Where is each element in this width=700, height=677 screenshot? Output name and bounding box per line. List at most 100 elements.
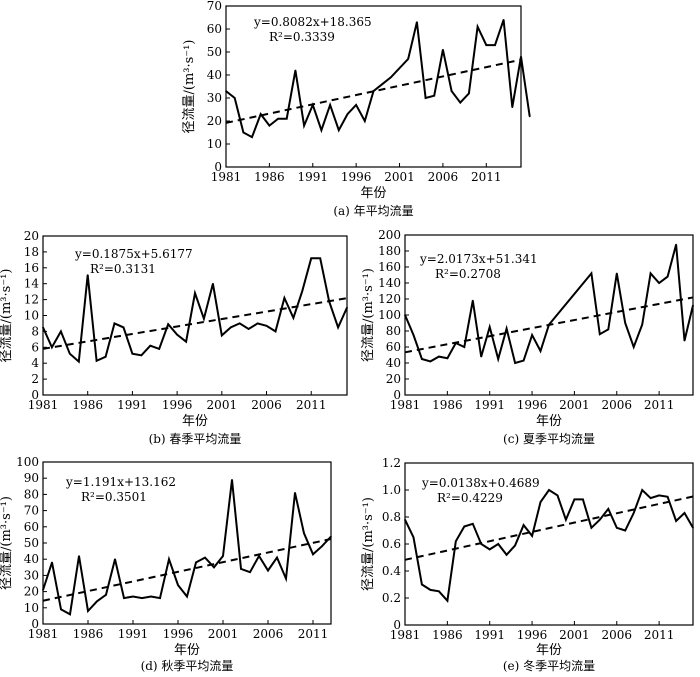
data-point — [424, 97, 427, 99]
data-point — [60, 330, 62, 333]
data-point — [132, 595, 134, 598]
y-tick-label: 16 — [24, 261, 39, 275]
data-point — [176, 333, 178, 336]
data-point — [69, 352, 71, 355]
data-point — [459, 101, 462, 104]
data-point — [258, 555, 260, 557]
data-point — [599, 333, 601, 336]
data-point — [346, 306, 348, 309]
data-point — [607, 328, 610, 331]
data-point — [666, 275, 669, 278]
data-point — [240, 568, 242, 570]
x-tick-label: 2011 — [644, 398, 675, 412]
data-point — [303, 532, 305, 535]
data-point — [505, 554, 508, 556]
data-point — [225, 90, 227, 92]
data-point — [488, 548, 491, 551]
data-point — [330, 535, 332, 538]
trend-line — [42, 538, 332, 602]
y-tick-label: 0 — [31, 388, 39, 402]
data-point — [438, 355, 440, 358]
data-point — [123, 597, 125, 599]
y-tick-label: 30 — [24, 568, 39, 582]
data-point — [86, 274, 89, 276]
data-point — [675, 243, 677, 246]
x-tick-label: 1991 — [474, 628, 505, 642]
data-point — [494, 44, 496, 46]
data-point — [624, 322, 626, 324]
y-tick-label: 10 — [24, 309, 39, 323]
data-point — [96, 600, 98, 603]
data-point — [548, 489, 550, 491]
data-point — [222, 555, 224, 557]
data-point — [468, 92, 470, 95]
data-point — [624, 529, 626, 532]
data-point — [267, 569, 269, 572]
data-point — [505, 327, 508, 330]
data-point — [616, 527, 618, 529]
data-point — [514, 544, 516, 547]
data-point — [381, 83, 384, 85]
data-point — [303, 124, 305, 127]
x-tick-label: 2011 — [471, 170, 502, 184]
x-tick-label: 2011 — [644, 628, 675, 642]
data-point — [429, 360, 432, 363]
data-point — [319, 257, 322, 260]
data-point — [105, 594, 107, 596]
data-point — [233, 97, 236, 99]
data-point — [177, 584, 179, 586]
data-point — [301, 290, 304, 292]
trend-line — [404, 296, 694, 354]
y-tick-label: 2 — [31, 372, 39, 386]
y-tick-label: 180 — [378, 244, 401, 258]
data-point — [69, 613, 71, 616]
x-axis-label: 年份 — [536, 643, 562, 658]
data-point — [502, 19, 505, 21]
data-point — [599, 518, 601, 521]
data-point — [78, 360, 80, 363]
data-point — [590, 272, 593, 275]
data-point — [194, 292, 196, 295]
regression-equation: y=0.8082x+18.365 — [253, 15, 372, 29]
data-point — [195, 561, 197, 564]
data-point — [87, 610, 89, 612]
data-point — [203, 317, 205, 320]
y-axis-label: 径流量/(m³·s⁻¹) — [0, 496, 14, 590]
data-point — [429, 589, 432, 591]
data-point — [268, 124, 271, 127]
data-point — [416, 21, 418, 23]
data-point — [256, 322, 259, 325]
data-point — [450, 90, 453, 92]
data-point — [277, 117, 279, 120]
y-tick-label: 90 — [24, 471, 39, 485]
data-point — [455, 540, 457, 543]
data-point — [122, 326, 125, 329]
y-axis-label: 径流量/(m³·s⁻¹) — [361, 497, 376, 591]
y-tick-label: 50 — [207, 45, 222, 59]
data-point — [140, 354, 143, 357]
data-point — [472, 523, 474, 525]
data-point — [42, 589, 44, 591]
data-point — [404, 518, 406, 521]
data-point — [607, 508, 610, 510]
data-point — [312, 553, 314, 556]
data-point — [485, 44, 488, 46]
data-point — [149, 344, 152, 347]
data-point — [321, 545, 323, 547]
x-tick-label: 1981 — [390, 628, 421, 642]
y-tick-label: 120 — [378, 292, 401, 306]
x-tick-label: 2001 — [384, 170, 415, 184]
data-point — [692, 527, 694, 529]
x-tick-label: 2001 — [208, 627, 239, 641]
data-point — [565, 518, 567, 521]
data-point — [292, 317, 295, 319]
y-axis-label: 径流量/(m³·s⁻¹) — [0, 269, 14, 363]
y-tick-label: 20 — [24, 585, 39, 599]
data-point — [355, 104, 357, 106]
chart-panel-b: 0 2 4 6 810 12 14 16 18 20 1981 1986 1991 1996 2001 200… — [0, 229, 348, 446]
data-point — [60, 608, 62, 611]
data-point — [528, 115, 531, 118]
panel-caption: (e) 冬季平均流量 — [503, 658, 595, 673]
regression-equation: y=1.191x+13.162 — [65, 475, 176, 489]
x-axis-label: 年份 — [174, 643, 200, 658]
